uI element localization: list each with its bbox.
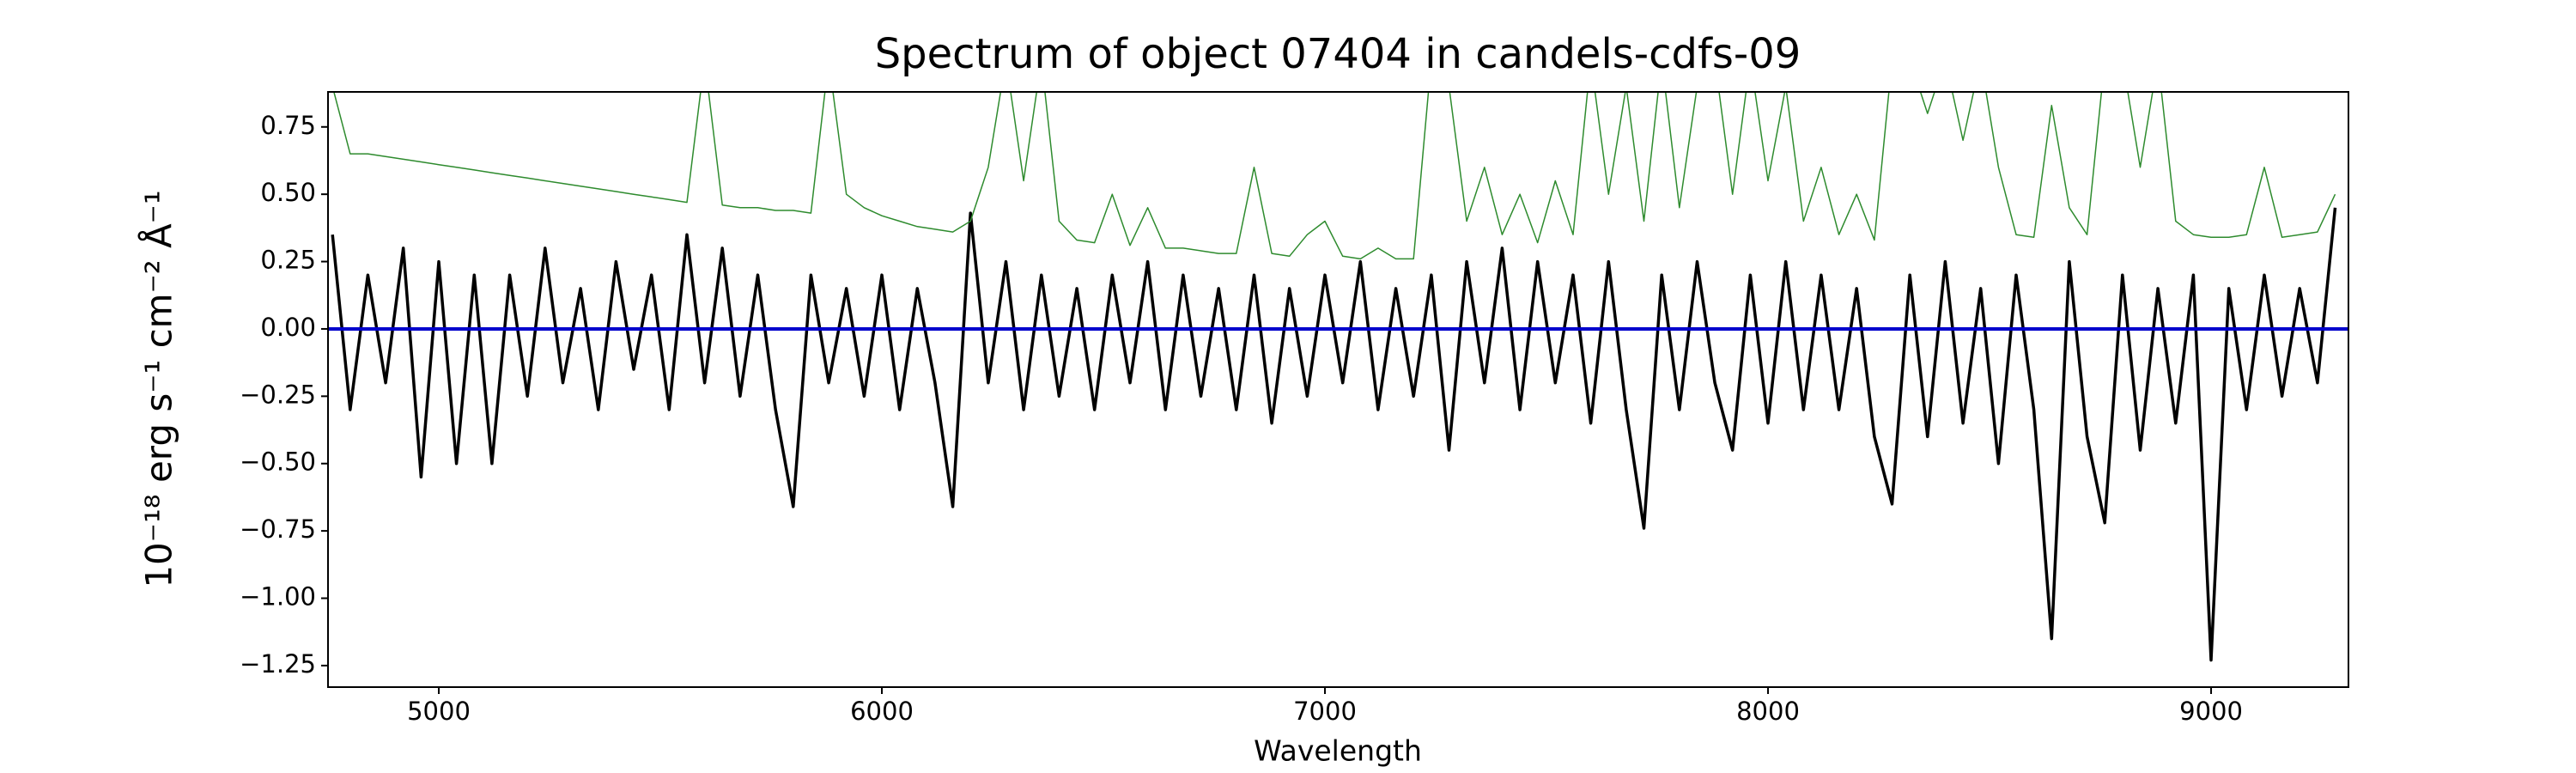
y-tick-label: −0.75 [240,514,316,544]
y-tick-label: 0.25 [260,246,316,275]
y-axis-label: 10⁻¹⁸ erg s⁻¹ cm⁻² Å⁻¹ [137,190,180,587]
y-tick-label: −1.25 [240,649,316,679]
series-line [331,207,2337,662]
y-tick-label: 0.00 [260,313,316,342]
x-tick-label: 7000 [1293,697,1357,726]
x-tick-label: 6000 [850,697,914,726]
plot-area [328,92,2348,662]
chart-title: Spectrum of object 07404 in candels-cdfs… [875,30,1801,78]
x-axis-label: Wavelength [1254,734,1422,768]
y-tick-label: −0.25 [240,380,316,409]
x-tick-label: 5000 [407,697,471,726]
y-tick-label: −0.50 [240,447,316,477]
plot-frame [327,91,2349,688]
y-tick-label: 0.75 [260,111,316,140]
y-tick-label: 0.50 [260,178,316,207]
x-tick-label: 8000 [1736,697,1800,726]
y-tick-label: −1.00 [240,582,316,612]
series-line [333,92,2336,260]
x-tick-label: 9000 [2179,697,2243,726]
